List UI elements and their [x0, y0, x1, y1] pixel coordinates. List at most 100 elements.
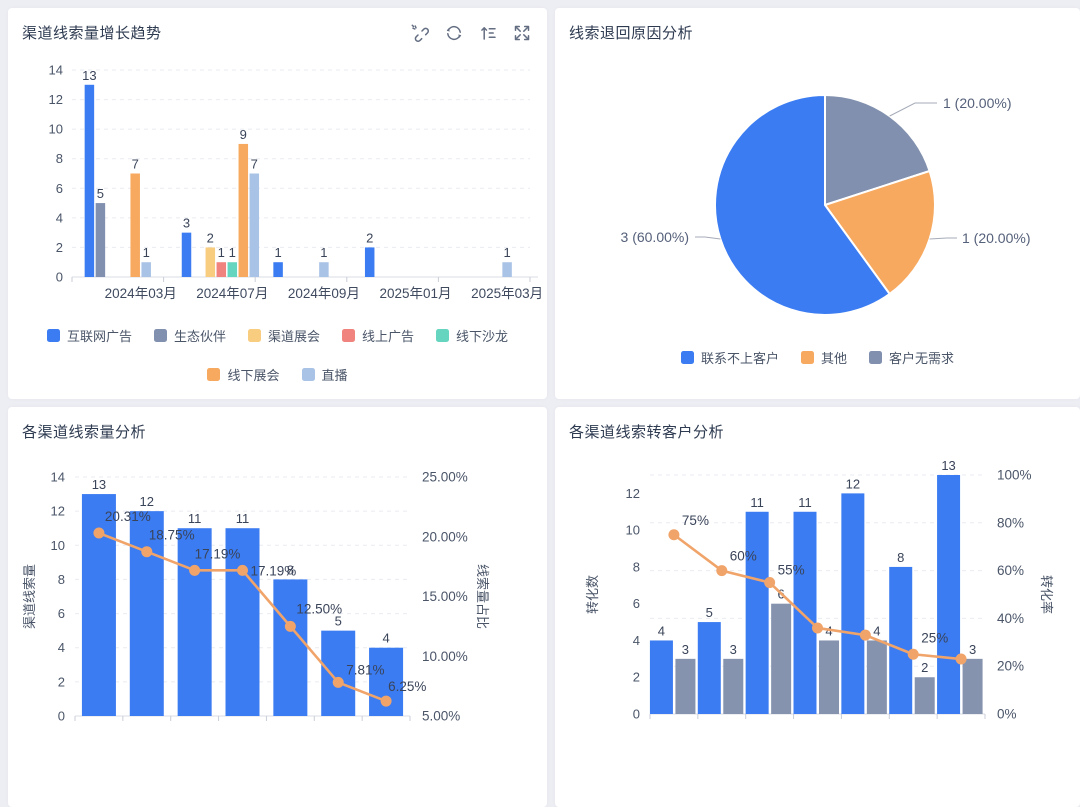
right-axis-label: 60%	[997, 563, 1024, 578]
line-point[interactable]	[189, 564, 201, 576]
bar-互联网广告[interactable]	[364, 247, 375, 277]
bar[interactable]	[962, 658, 983, 714]
bar-线下展会[interactable]	[238, 143, 249, 277]
chart-title-channel-leads: 各渠道线索量分析	[22, 424, 147, 441]
expand-icon[interactable]	[513, 24, 531, 42]
pie-label: 3 (60.00%)	[621, 229, 689, 245]
right-axis-label: 40%	[997, 611, 1024, 626]
line-point[interactable]	[380, 695, 392, 707]
bar-线下展会[interactable]	[130, 173, 140, 278]
bar-value-label: 8	[287, 562, 294, 577]
bar-互联网广告[interactable]	[84, 84, 95, 278]
legend-item-渠道展会[interactable]: 渠道展会	[247, 326, 320, 345]
bar-value-label: 1	[218, 245, 225, 260]
bar-互联网广告[interactable]	[181, 232, 192, 277]
legend-item-线下展会[interactable]: 线下展会	[207, 365, 280, 384]
bar[interactable]	[225, 528, 260, 716]
y-axis-label: 10	[49, 122, 63, 137]
conversion-chart[interactable]: 0 2 4 6 8 10 12 0% 20% 40% 60% 80% 100% 转化数 转化率 4 5 11 11 1…	[555, 407, 1080, 807]
line-point[interactable]	[812, 622, 823, 634]
legend-item-线下沙龙[interactable]: 线下沙龙	[436, 326, 508, 345]
bar-直播[interactable]	[141, 262, 151, 277]
bar[interactable]	[889, 566, 913, 714]
line-point[interactable]	[332, 676, 344, 688]
line-value-label: 60%	[730, 549, 757, 564]
line-point[interactable]	[284, 620, 296, 632]
line-point[interactable]	[237, 564, 248, 576]
bar-互联网广告[interactable]	[273, 262, 283, 277]
y-axis-label: 12	[51, 504, 65, 519]
y-axis-label: 2	[633, 670, 640, 685]
bar[interactable]	[745, 511, 769, 714]
card-header: 渠道线索量增长趋势	[8, 8, 547, 48]
legend-label: 线上广告	[362, 329, 415, 344]
legend-label: 线下展会	[227, 368, 280, 383]
bar[interactable]	[129, 511, 164, 716]
bar-直播[interactable]	[249, 173, 260, 278]
bar[interactable]	[723, 658, 744, 714]
legend-item-联系不上客户[interactable]: 联系不上客户	[680, 348, 779, 367]
bar[interactable]	[649, 640, 673, 714]
line-point[interactable]	[668, 529, 680, 541]
bar-线上广告[interactable]	[216, 262, 227, 277]
bar-直播[interactable]	[319, 262, 329, 277]
line-point[interactable]	[93, 527, 105, 539]
bar-value-label: 3	[682, 642, 689, 657]
left-axis-title: 渠道线索量	[22, 564, 37, 629]
line-point[interactable]	[764, 577, 776, 589]
bar-value-label: 4	[658, 623, 665, 638]
bar[interactable]	[866, 640, 887, 714]
sort-icon[interactable]	[479, 24, 497, 42]
bar[interactable]	[321, 630, 356, 716]
bar[interactable]	[819, 640, 839, 714]
legend-item-客户无需求[interactable]: 客户无需求	[869, 348, 954, 367]
right-axis-label: 20.00%	[422, 529, 468, 544]
bar[interactable]	[273, 579, 308, 716]
refresh-icon[interactable]	[445, 24, 463, 42]
bar[interactable]	[675, 658, 696, 714]
bar[interactable]	[793, 511, 817, 714]
line-point[interactable]	[141, 546, 153, 558]
legend-label: 联系不上客户	[700, 351, 779, 366]
line-point[interactable]	[716, 565, 728, 577]
bar[interactable]	[177, 528, 212, 716]
bar-value-label: 8	[897, 550, 904, 565]
y-axis-label: 6	[633, 596, 640, 611]
y-axis-label: 0	[56, 270, 63, 285]
legend-swatch	[46, 329, 60, 342]
bar-渠道展会[interactable]	[205, 247, 216, 277]
pie-slice-客户无需求[interactable]	[824, 93, 931, 207]
legend-item-直播[interactable]: 直播	[301, 365, 348, 384]
chart-title-conversion: 各渠道线索转客户分析	[569, 424, 725, 441]
right-axis-label: 10.00%	[422, 649, 468, 664]
bar-生态伙伴[interactable]	[95, 203, 106, 277]
legend-swatch	[207, 368, 221, 381]
right-axis-title: 转化率	[1039, 575, 1054, 614]
line-point[interactable]	[955, 653, 967, 665]
y-axis-label: 2	[58, 674, 65, 689]
bar[interactable]	[914, 677, 935, 714]
channel-leads-chart[interactable]: 0 2 4 6 8 10 12 14 5.00% 10.00% 15.00% 20.00% 25.00%…	[8, 407, 547, 807]
legend-item-生态伙伴[interactable]: 生态伙伴	[153, 326, 226, 345]
legend-item-线上广告[interactable]: 线上广告	[342, 326, 414, 345]
legend-swatch	[436, 329, 450, 342]
bar-直播[interactable]	[502, 262, 512, 277]
bar-value-label: 11	[798, 495, 812, 510]
unlink-icon[interactable]	[411, 24, 429, 42]
right-axis-label: 20%	[997, 659, 1024, 674]
return-reason-pie-chart[interactable]: 1 (20.00%) 1 (20.00%) 3 (60.00%)	[555, 8, 1080, 343]
legend-item-其他[interactable]: 其他	[800, 348, 847, 367]
bar[interactable]	[697, 622, 721, 714]
bar[interactable]	[771, 603, 792, 714]
bar-value-label: 12	[140, 494, 154, 509]
bar[interactable]	[937, 475, 961, 714]
bar-value-label: 13	[941, 458, 955, 473]
bar-value-label: 3	[969, 642, 976, 657]
bar[interactable]	[81, 494, 116, 716]
legend-item-互联网广告[interactable]: 互联网广告	[46, 326, 132, 345]
line-point[interactable]	[907, 648, 919, 660]
bar[interactable]	[841, 493, 865, 714]
line-point[interactable]	[859, 629, 871, 641]
bar-线下沙龙[interactable]	[227, 262, 238, 277]
